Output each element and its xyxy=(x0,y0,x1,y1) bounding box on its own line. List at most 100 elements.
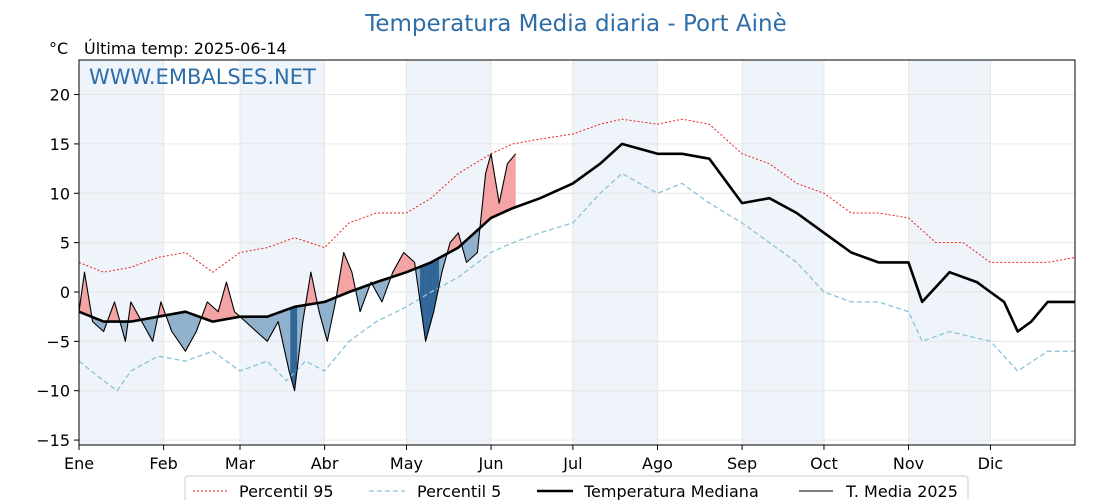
current-year-line xyxy=(78,153,517,392)
anomaly-fill xyxy=(178,312,181,344)
anomaly-fill xyxy=(257,316,260,335)
anomaly-fill xyxy=(265,316,268,342)
anomaly-fill xyxy=(347,262,350,293)
x-tick-label: Ene xyxy=(64,454,94,473)
anomaly-fill xyxy=(512,155,515,209)
anomaly-fill xyxy=(263,316,265,340)
anomaly-fill xyxy=(403,252,406,274)
x-tick-label: Feb xyxy=(149,454,177,473)
legend-current-label: T. Media 2025 xyxy=(845,482,958,500)
y-tick-label: 15 xyxy=(50,135,70,154)
anomaly-fill xyxy=(290,307,292,381)
anomaly-fill xyxy=(293,306,295,391)
anomaly-fill xyxy=(471,233,474,258)
anomaly-fill xyxy=(407,255,410,272)
y-tick-label: 10 xyxy=(50,184,70,203)
anomaly-fill xyxy=(406,254,408,273)
anomaly-fill xyxy=(286,309,288,365)
anomaly-fill xyxy=(343,252,346,295)
month-band xyxy=(572,60,658,445)
y-tick-label: 0 xyxy=(60,283,70,302)
y-unit-label: °C xyxy=(49,39,68,58)
grid-lines xyxy=(78,60,1075,445)
anomaly-fill xyxy=(466,238,468,263)
anomaly-fill xyxy=(183,311,186,352)
y-axis: −15 −10 −5 0 5 10 15 20 xyxy=(36,86,79,450)
anomaly-fill xyxy=(181,312,183,348)
x-tick-label: Ago xyxy=(642,454,673,473)
anomaly-fill xyxy=(489,153,492,220)
anomaly-fill xyxy=(185,311,187,352)
legend-box xyxy=(184,475,969,500)
anomaly-fill xyxy=(179,312,182,346)
anomaly-fill xyxy=(509,158,512,210)
anomaly-fill xyxy=(467,237,470,262)
anomaly-fill xyxy=(344,255,347,294)
anomaly-fill xyxy=(192,313,194,339)
anomaly-fill xyxy=(267,315,269,342)
anomaly-fill xyxy=(177,312,179,342)
anomaly-fill xyxy=(456,232,459,249)
anomaly-fill xyxy=(287,308,290,371)
plot-frame xyxy=(78,59,1076,446)
anomaly-fill xyxy=(486,163,489,222)
anomaly-fill xyxy=(409,257,411,272)
anomaly-fill xyxy=(514,153,516,208)
anomaly-fill xyxy=(404,253,407,273)
anomaly-fill xyxy=(258,316,261,336)
anomaly-fill xyxy=(182,311,185,350)
anomaly-fill xyxy=(186,312,189,349)
legend-p95-label: Percentil 95 xyxy=(239,482,334,500)
anomaly-fill xyxy=(188,312,190,347)
y-tick-label: −10 xyxy=(36,382,70,401)
y-tick-label: −15 xyxy=(36,431,70,450)
x-tick-label: May xyxy=(390,454,423,473)
x-tick-label: Abr xyxy=(311,454,339,473)
p5-line xyxy=(78,172,1075,392)
anomaly-fill xyxy=(288,308,291,376)
anomaly-fill xyxy=(215,308,217,322)
anomaly-fill xyxy=(426,263,429,337)
legend-p5-label: Percentil 5 xyxy=(417,482,501,500)
anomaly-fill xyxy=(209,303,212,322)
anomaly-fill xyxy=(174,313,177,338)
x-axis: Ene Feb Mar Abr May Jun Jul Ago Sep Oct Nov Dic xyxy=(64,445,1003,473)
series-lines xyxy=(78,118,1076,392)
anomaly-fill xyxy=(213,307,216,322)
anomaly-fill xyxy=(425,263,428,342)
median-line xyxy=(78,142,1075,333)
anomaly-fill xyxy=(256,316,258,334)
y-tick-label: 20 xyxy=(50,86,70,105)
anomaly-fill xyxy=(190,313,193,342)
anomaly-fill xyxy=(473,232,475,257)
p95-line xyxy=(78,118,1076,273)
watermark: WWW.EMBALSES.NET xyxy=(89,65,316,89)
anomaly-fill xyxy=(260,316,262,337)
last-temp-label: Última temp: 2025-06-14 xyxy=(84,39,287,58)
anomaly-fill xyxy=(469,236,471,261)
anomaly-fill xyxy=(511,156,514,209)
anomaly-fill xyxy=(254,316,257,332)
x-tick-label: Dic xyxy=(978,454,1004,473)
anomaly-fill xyxy=(507,161,509,211)
x-tick-label: Jun xyxy=(478,454,504,473)
chart-title: Temperatura Media diaria - Port Ainè xyxy=(364,11,787,37)
x-tick-label: Jul xyxy=(562,454,582,473)
anomaly-fill xyxy=(189,312,192,344)
anomaly-fill xyxy=(428,262,430,332)
anomaly-fill xyxy=(508,159,511,211)
anomaly-fill xyxy=(172,313,175,336)
anomaly-fill xyxy=(474,231,477,256)
legend: Percentil 95 Percentil 5 Temperatura Med… xyxy=(184,475,969,500)
anomaly-fill xyxy=(488,158,490,221)
month-band xyxy=(239,60,325,445)
anomaly-fill xyxy=(151,317,153,342)
anomaly-fill xyxy=(208,302,211,321)
y-tick-label: 5 xyxy=(60,234,70,253)
x-tick-label: Nov xyxy=(893,454,924,473)
x-tick-label: Oct xyxy=(810,454,838,473)
x-tick-label: Sep xyxy=(727,454,757,473)
anomaly-fill xyxy=(252,316,254,330)
anomaly-fill xyxy=(261,316,264,338)
anomaly-fill xyxy=(264,316,267,341)
